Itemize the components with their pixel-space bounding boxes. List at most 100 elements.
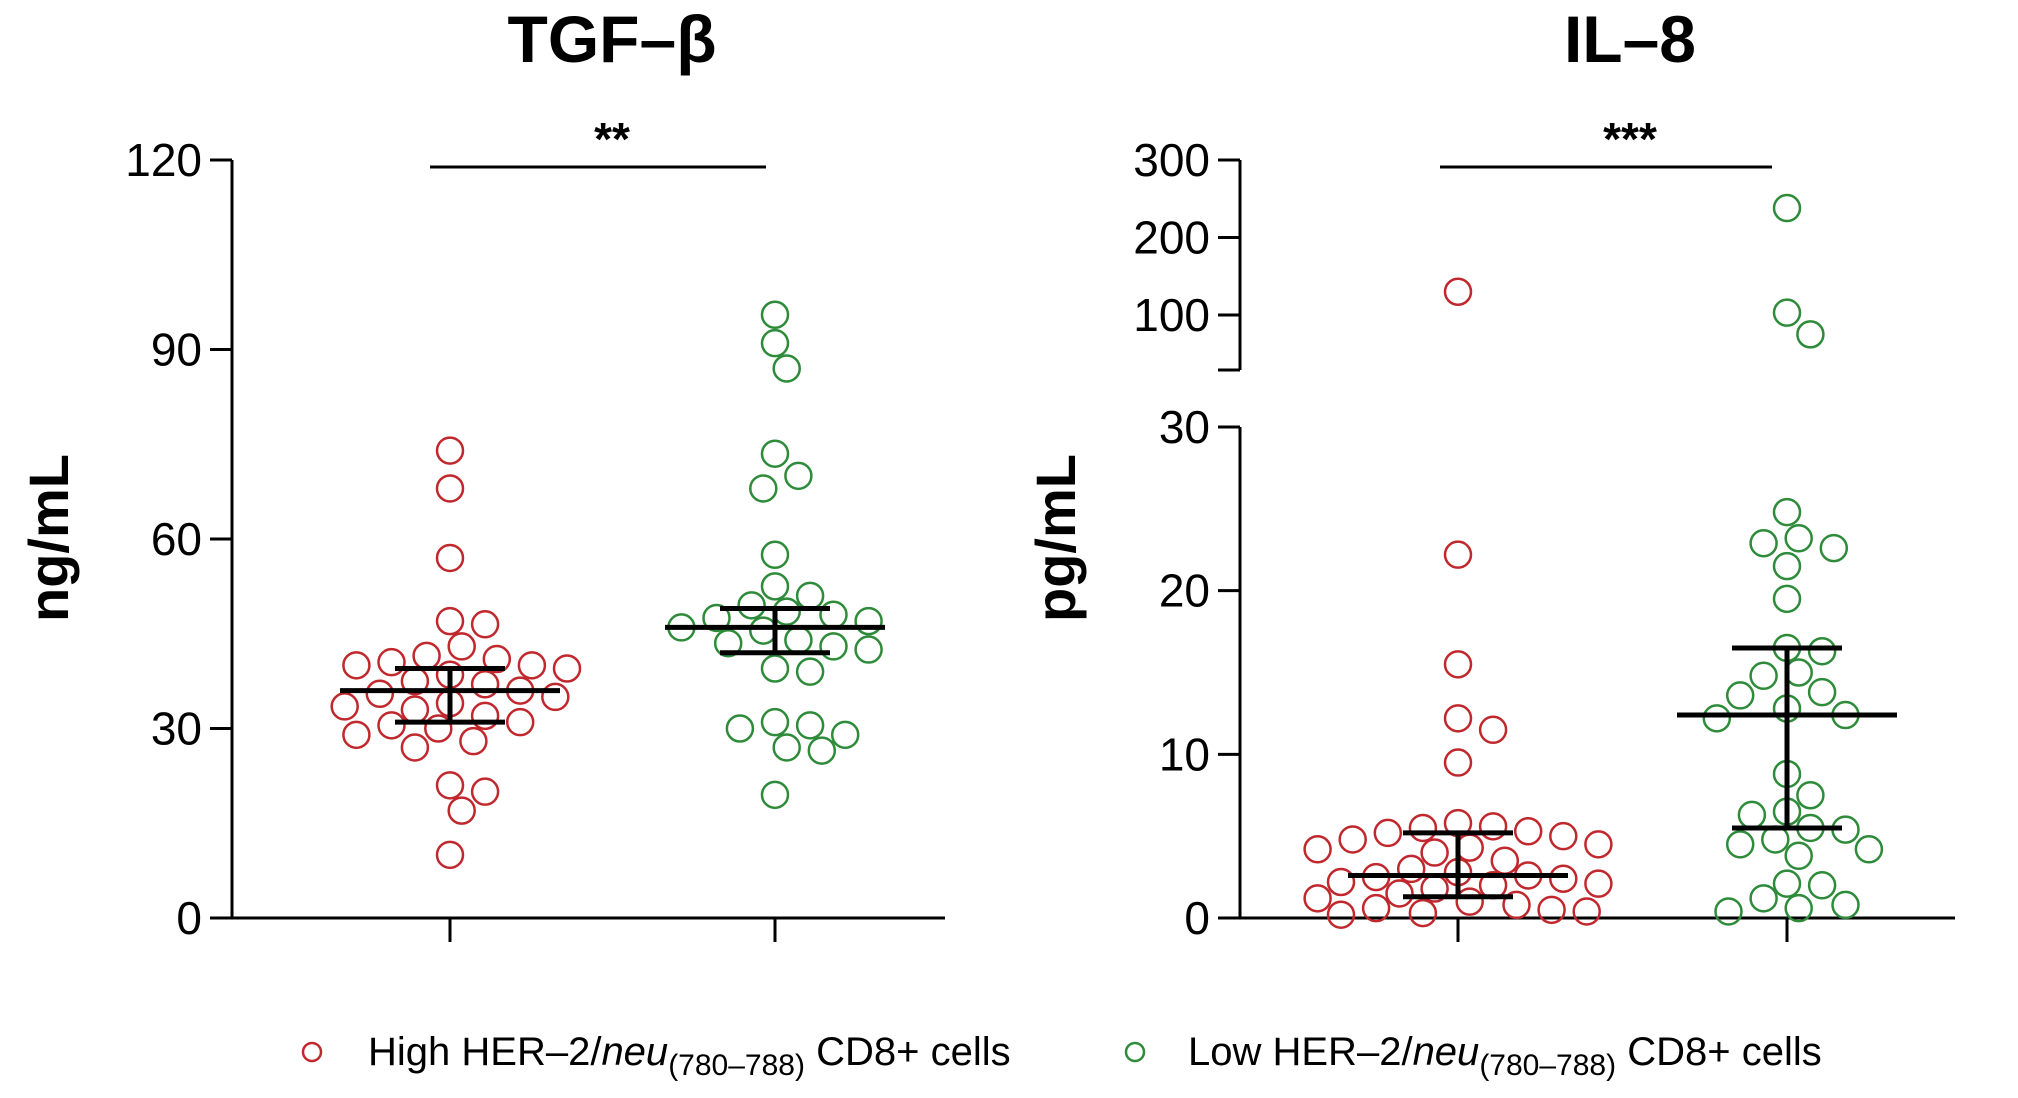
tgf-beta-point-group-2 (772, 597, 801, 626)
tgf-beta-point-group-1 (470, 777, 500, 806)
tgf-beta-point-group-1 (552, 654, 582, 683)
il-8-point-group-2 (1737, 800, 1767, 830)
tgf-beta-point-group-2 (819, 600, 848, 630)
legend-high-italic: neu (601, 1030, 668, 1074)
tgf-beta-point-group-2 (795, 711, 825, 740)
il-8-point-group-2 (1784, 841, 1813, 871)
il-8-point-group-1 (1584, 830, 1613, 859)
tgf-beta-point-group-2 (795, 581, 825, 611)
tgf-beta-y-tick-label: 30 (151, 703, 202, 755)
tgf-beta-point-group-1 (377, 647, 406, 677)
tgf-beta-point-group-1 (517, 651, 547, 680)
tgf-beta-point-group-2 (702, 603, 731, 633)
tgf-beta-point-group-1 (470, 670, 500, 699)
tgf-beta-point-group-2 (760, 654, 790, 683)
tgf-beta-point-group-2 (737, 591, 766, 620)
tgf-beta-point-group-1 (447, 632, 476, 661)
tgf-beta-point-group-1 (424, 714, 453, 743)
tgf-beta-point-group-2 (760, 707, 790, 737)
tgf-beta-point-group-1 (470, 701, 500, 731)
tgf-beta-point-group-1 (400, 733, 430, 762)
tgf-beta-point-group-2 (819, 632, 848, 661)
il-8-point-group-1 (1502, 890, 1531, 920)
il-8-point-group-1 (1420, 838, 1449, 867)
tgf-beta-point-group-2 (760, 540, 790, 570)
tgf-beta-point-group-2 (795, 657, 825, 686)
tgf-beta-point-group-1 (447, 796, 476, 825)
il-8-point-group-2 (1772, 193, 1802, 223)
tgf-beta-point-group-2 (830, 720, 860, 750)
tgf-beta-ylabel: ng/mL (17, 454, 80, 622)
il-8-y-tick-label: 10 (1159, 728, 1210, 780)
il-8-point-group-1 (1303, 884, 1332, 913)
il-8-y-tick-label: 200 (1133, 212, 1210, 264)
tgf-beta-point-group-2 (784, 461, 813, 491)
il-8-point-group-1 (1385, 879, 1414, 908)
il-8-point-group-1 (1549, 821, 1578, 851)
tgf-beta-point-group-1 (470, 610, 500, 639)
tgf-beta-point-group-2 (854, 635, 883, 664)
tgf-beta-point-group-2 (760, 439, 790, 468)
il-8-point-group-1 (1373, 818, 1403, 848)
il-8-point-group-1 (1326, 867, 1356, 897)
il-8-point-group-2 (1796, 320, 1825, 349)
tgf-beta-point-group-2 (760, 300, 790, 330)
il-8-point-group-2 (1784, 893, 1813, 923)
tgf-beta-point-group-2 (854, 606, 883, 636)
tgf-beta-point-group-1 (505, 707, 535, 737)
il-8-point-group-2 (1725, 830, 1755, 859)
il-8-point-group-1 (1326, 900, 1356, 929)
il-8-point-group-2 (1749, 884, 1778, 913)
il-8-y-tick-label: 300 (1133, 134, 1210, 186)
il-8-axes: 0 10 20 30 100 200 300 (1133, 134, 1955, 944)
il-8-point-group-1 (1443, 748, 1473, 777)
il-8-point-group-2 (1784, 524, 1813, 553)
tgf-beta-point-group-1 (541, 682, 570, 712)
il-8-point-group-1 (1303, 835, 1332, 864)
il-8-point-group-1 (1513, 817, 1543, 846)
il-8-point-group-1 (1478, 812, 1508, 841)
il-8-significance: *** (1603, 113, 1657, 165)
legend-high-suffix: CD8+ cells (805, 1030, 1011, 1074)
il-8-point-group-1 (1584, 869, 1613, 898)
tgf-beta-y-tick-label: 60 (151, 513, 202, 565)
il-8-point-group-1 (1455, 833, 1484, 862)
il-8-point-group-2 (1714, 897, 1743, 926)
il-8-point-group-1 (1338, 825, 1367, 854)
legend-low-prefix: Low HER–2/ (1188, 1030, 1413, 1074)
il-8-y-tick-label: 100 (1133, 289, 1210, 341)
il-8-point-group-2 (1772, 869, 1802, 898)
il-8-y-tick-label: 0 (1184, 892, 1210, 944)
il-8-panel: IL–8 pg/mL *** 0 10 20 30 100 200 300 (1024, 2, 1955, 944)
il-8-point-group-1 (1537, 895, 1566, 925)
tgf-beta-point-group-1 (412, 641, 441, 671)
tgf-beta-point-group-2 (713, 628, 743, 658)
tgf-beta-axes: 0 30 60 90 120 (125, 134, 945, 944)
legend-high-prefix: High HER–2/ (368, 1030, 602, 1074)
il-8-point-group-2 (1807, 636, 1837, 666)
il-8-point-group-1 (1443, 277, 1473, 306)
il-8-point-group-1 (1572, 897, 1601, 926)
tgf-beta-point-group-2 (760, 572, 790, 601)
tgf-beta-point-group-2 (725, 714, 755, 743)
tgf-beta-significance: ** (594, 113, 630, 165)
il-8-marks (1303, 193, 1897, 929)
tgf-beta-point-group-1 (435, 436, 465, 465)
il-8-point-group-1 (1396, 854, 1426, 884)
tgf-beta-point-group-2 (760, 328, 790, 358)
legend-high-label: High HER–2/neu(780–788) CD8+ cells (368, 1030, 1011, 1082)
tgf-beta-point-group-2 (772, 733, 801, 762)
legend-high-sub: (780–788) (668, 1049, 805, 1082)
il-8-point-group-2 (1749, 528, 1778, 558)
il-8-point-group-2 (1819, 533, 1849, 563)
tgf-beta-point-group-1 (377, 711, 406, 740)
legend-low-label: Low HER–2/neu(780–788) CD8+ cells (1188, 1030, 1822, 1082)
tgf-beta-point-group-2 (784, 625, 813, 655)
il-8-point-group-1 (1478, 715, 1508, 745)
il-8-point-group-1 (1361, 893, 1391, 923)
il-8-point-group-2 (1772, 584, 1802, 614)
tgf-beta-y-tick-label: 120 (125, 134, 202, 186)
il-8-point-group-2 (1784, 658, 1813, 687)
il-8-point-group-1 (1408, 898, 1438, 928)
